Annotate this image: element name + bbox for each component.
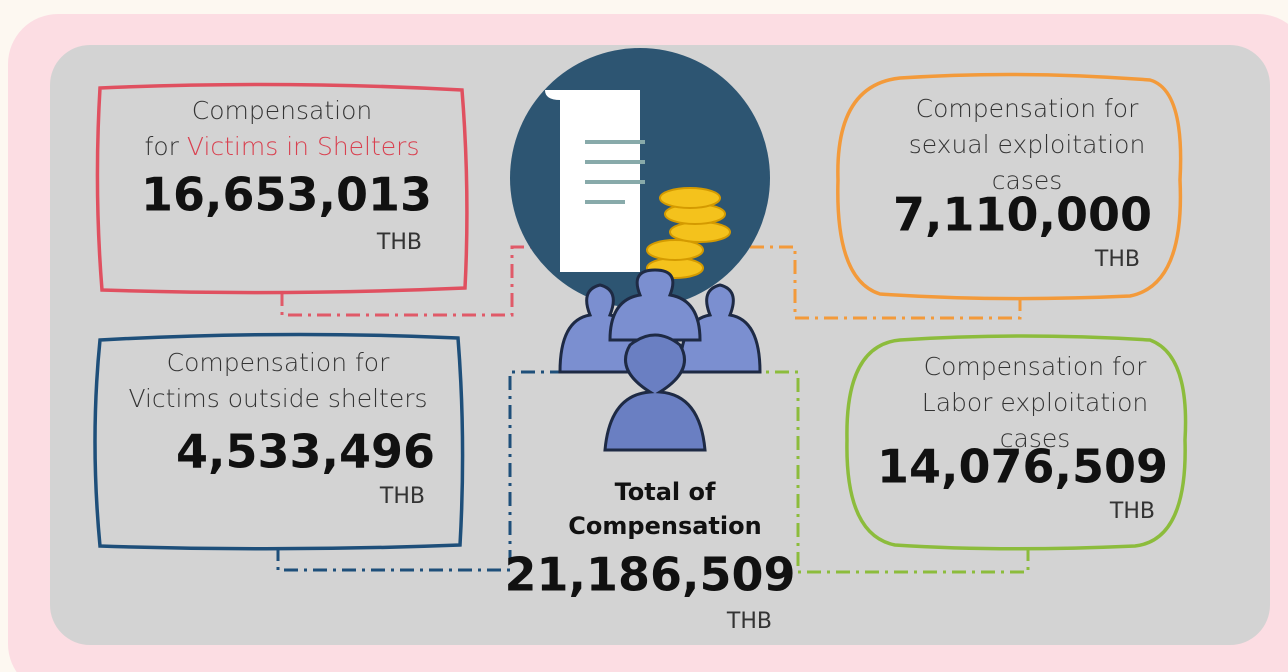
box-label: Compensation for xyxy=(916,94,1139,123)
box-label: sexual exploitation xyxy=(909,130,1146,159)
box-label: Labor exploitation xyxy=(922,388,1148,417)
infographic: Compensation forVictims in Shelters 16,653… xyxy=(0,0,1288,672)
unit: THB xyxy=(1094,247,1140,272)
amount: 4,533,496 xyxy=(176,425,435,479)
label-text: Compensation for xyxy=(924,352,1147,381)
box-label: Compensation xyxy=(192,96,372,125)
total-label: Total of xyxy=(615,478,716,506)
highlight-text: Victims in Shelters xyxy=(187,132,420,161)
highlight-text: Victims outside shelters xyxy=(128,384,427,413)
total-amount: 21,186,509 xyxy=(504,548,795,602)
amount: 7,110,000 xyxy=(893,188,1152,242)
amount: 14,076,509 xyxy=(877,440,1168,494)
unit: THB xyxy=(376,230,422,255)
label-text: Compensation for xyxy=(167,348,390,377)
box-label: Compensation for xyxy=(924,352,1147,381)
unit: THB xyxy=(379,484,425,509)
label-text: Labor exploitation xyxy=(922,388,1148,417)
label-text: sexual exploitation xyxy=(909,130,1146,159)
label-text: for xyxy=(145,132,180,161)
total-unit: THB xyxy=(726,609,772,634)
label-text: Compensation xyxy=(192,96,372,125)
label-text: Compensation for xyxy=(916,94,1139,123)
unit: THB xyxy=(1109,499,1155,524)
amount: 16,653,013 xyxy=(141,168,432,222)
total-label: Compensation xyxy=(568,512,761,540)
box-label: Compensation for xyxy=(167,348,390,377)
